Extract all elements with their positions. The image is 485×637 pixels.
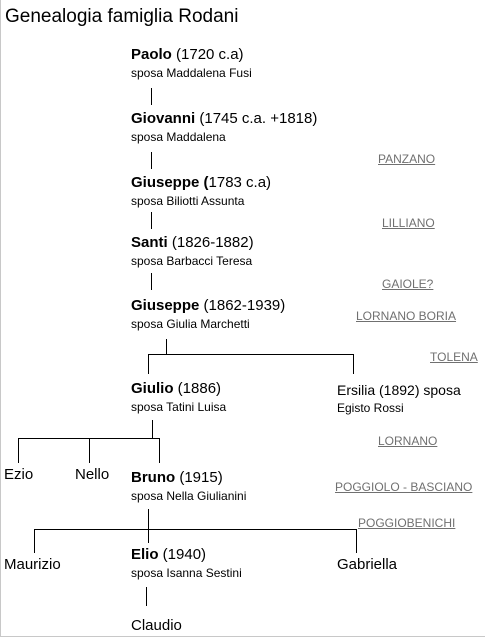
person-name: Santi [131, 234, 168, 251]
person-spouse: sposa Giulia Marchetti [131, 317, 250, 331]
person-spouse: sposa Isanna Sestini [131, 566, 242, 580]
connector-line [353, 354, 354, 374]
person-giulio: Giulio (1886) sposa Tatini Luisa [131, 380, 226, 414]
place-link-tolena[interactable]: TOLENA [430, 350, 478, 364]
person-paolo: Paolo (1720 c.a) sposa Maddalena Fusi [131, 46, 252, 80]
person-dates: (1720 c.a) [171, 46, 244, 63]
person-ezio: Ezio [4, 466, 34, 483]
person-elio: Elio (1940) sposa Isanna Sestini [131, 546, 242, 580]
person-spouse: sposa Biliotti Assunta [131, 194, 245, 208]
connector-line [151, 88, 152, 105]
connector-line [151, 152, 152, 169]
connector-line [152, 420, 153, 439]
person-name: Paolo [131, 46, 172, 63]
person-dates: (1745 c.a. +1818) [195, 110, 318, 127]
place-link-lornano-boria[interactable]: LORNANO BORIA [356, 309, 457, 323]
connector-line [148, 529, 149, 543]
person-dates: (1862-1939) [199, 297, 286, 314]
person-ersilia: Ersilia (1892) sposa Egisto Rossi [337, 381, 461, 415]
person-name: Giuseppe ( [131, 174, 209, 191]
person-giuseppe-1862: Giuseppe (1862-1939) sposa Giulia Marche… [131, 297, 285, 331]
person-giovanni: Giovanni (1745 c.a. +1818) sposa Maddale… [131, 110, 317, 144]
person-spouse: Egisto Rossi [337, 401, 404, 415]
person-name: Bruno [131, 469, 176, 486]
person-spouse: sposa Tatini Luisa [131, 400, 227, 414]
person-maurizio: Maurizio [4, 556, 61, 573]
person-spouse: sposa Maddalena Fusi [131, 66, 252, 80]
person-name: Giovanni [131, 110, 196, 127]
connector-line [356, 529, 357, 553]
place-link-lilliano[interactable]: LILLIANO [382, 216, 435, 230]
person-dates: (1940) [158, 546, 207, 563]
connector-line [18, 438, 19, 463]
connector-line [151, 273, 152, 290]
person-nello: Nello [75, 466, 110, 483]
connector-line [148, 354, 149, 374]
ersilia-line: Ersilia (1892) sposa [337, 382, 461, 398]
connector-line [89, 438, 90, 463]
connector-line [146, 587, 147, 606]
person-spouse: sposa Barbacci Teresa [131, 254, 253, 268]
place-link-gaiole[interactable]: GAIOLE? [382, 277, 434, 291]
place-link-lornano[interactable]: LORNANO [378, 434, 438, 448]
person-dates: (1915) [175, 469, 223, 486]
place-link-poggiobenichi[interactable]: POGGIOBENICHI [358, 516, 456, 530]
person-giuseppe-1783: Giuseppe (1783 c.a) sposa Biliotti Assun… [131, 174, 271, 208]
person-spouse: sposa Nella Giulianini [131, 489, 247, 503]
person-dates: (1886) [173, 380, 222, 397]
person-dates: 1783 c.a) [208, 174, 272, 191]
connector-line [151, 212, 152, 229]
person-name: Giuseppe [131, 297, 200, 314]
person-name: Elio [131, 546, 159, 563]
page-title: Genealogia famiglia Rodani [5, 6, 239, 27]
person-name: Giulio [131, 380, 174, 397]
connector-line [34, 529, 357, 530]
person-gabriella: Gabriella [337, 556, 398, 573]
connector-line [159, 438, 160, 463]
connector-line [34, 529, 35, 553]
place-link-poggiolo-basciano[interactable]: POGGIOLO - BASCIANO [335, 480, 473, 494]
place-link-panzano[interactable]: PANZANO [378, 152, 436, 166]
person-spouse: sposa Maddalena [131, 130, 226, 144]
person-bruno: Bruno (1915) sposa Nella Giulianini [131, 469, 246, 503]
connector-line [148, 354, 354, 355]
connector-line [148, 509, 149, 530]
person-santi: Santi (1826-1882) sposa Barbacci Teresa [131, 234, 254, 268]
person-claudio: Claudio [131, 617, 182, 634]
connector-line [166, 339, 167, 355]
person-dates: (1826-1882) [167, 234, 254, 251]
